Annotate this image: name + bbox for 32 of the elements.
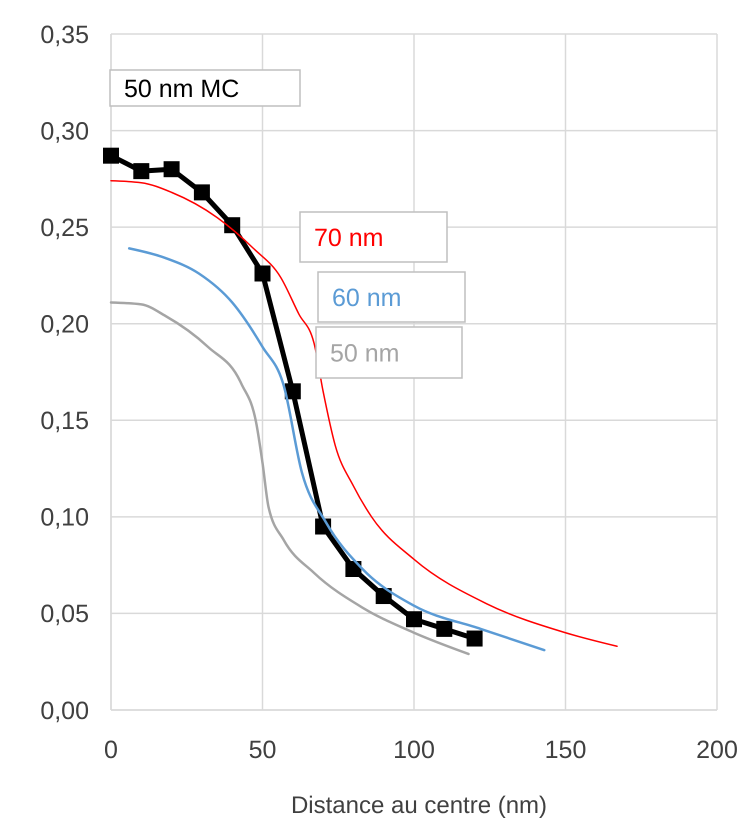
point: [345, 561, 362, 578]
x-tick-label: 150: [544, 736, 586, 764]
point: [254, 265, 270, 282]
line-series: [110, 180, 618, 648]
y-tick-label: 0,20: [40, 310, 89, 338]
point: [194, 184, 210, 200]
point: [466, 630, 483, 647]
point: [436, 620, 452, 637]
y-tick-label: 0,25: [40, 214, 89, 242]
y-tick-label: 0,10: [40, 504, 89, 532]
y-tick-label: 0,35: [40, 20, 89, 49]
y-tick-label: 0,30: [40, 117, 89, 146]
x-axis-title: Distance au centre (nm): [290, 792, 548, 819]
x-tick-label: 100: [393, 736, 435, 764]
y-tick-label: 0,05: [40, 600, 89, 628]
point: [164, 161, 180, 178]
text: 50 nm: [330, 339, 400, 368]
series-label: 70 nm: [314, 224, 384, 252]
y-tick-label: 0,00: [40, 696, 89, 725]
text: 60 nm: [332, 284, 402, 312]
point: [376, 588, 392, 604]
point: [133, 163, 150, 180]
point: [103, 148, 119, 164]
x-tick-label: 200: [696, 736, 738, 764]
point: [224, 217, 240, 234]
x-tick-label: 50: [248, 736, 276, 764]
point: [406, 611, 422, 628]
y-tick-label: 0,15: [40, 407, 89, 436]
x-tick-label: 0: [104, 736, 118, 764]
line-series: [128, 247, 546, 652]
series-label: 50 nm MC: [124, 74, 240, 103]
point: [284, 383, 301, 400]
